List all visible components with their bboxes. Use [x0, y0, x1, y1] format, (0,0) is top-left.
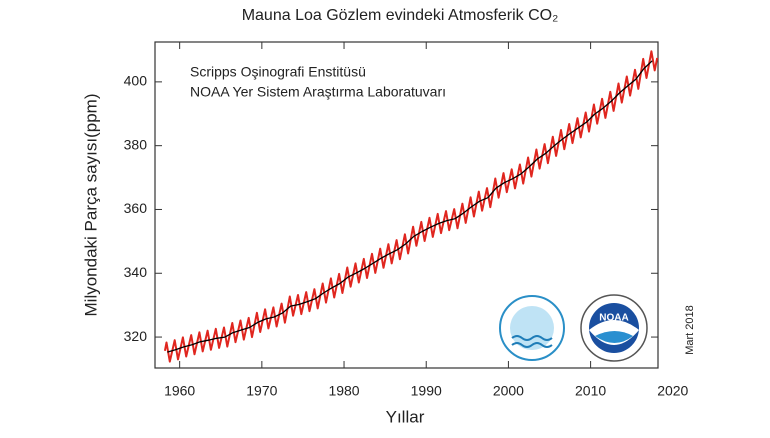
logo-scripps — [499, 295, 565, 361]
date-note: Mart 2018 — [684, 305, 696, 355]
y-tick-label: 320 — [124, 328, 148, 344]
x-tick-label: 1980 — [328, 383, 359, 399]
x-tick-label: 1970 — [246, 383, 277, 399]
y-axis-label: Milyondaki Parça sayısı(ppm) — [81, 94, 100, 317]
x-tick-label: 1990 — [411, 383, 442, 399]
x-tick-label: 2020 — [657, 383, 688, 399]
annotation: NOAA Yer Sistem Araştırma Laboratuvarı — [190, 84, 446, 100]
x-tick-label: 2000 — [493, 383, 524, 399]
x-tick-label: 2010 — [575, 383, 606, 399]
svg-text:NOAA: NOAA — [599, 313, 628, 324]
y-tick-label: 360 — [124, 200, 148, 216]
x-axis-label: Yıllar — [386, 407, 425, 426]
chart-title: Mauna Loa Gözlem evindeki Atmosferik CO₂ — [242, 7, 559, 24]
annotation: Scripps Oşinografi Enstitüsü — [190, 64, 366, 80]
y-tick-label: 340 — [124, 264, 148, 280]
plot-frame — [154, 41, 659, 369]
x-tick-label: 1960 — [164, 383, 195, 399]
logo-noaa: NOAA — [580, 294, 648, 362]
y-tick-label: 400 — [124, 73, 148, 89]
y-tick-label: 380 — [124, 136, 148, 152]
series-line — [167, 60, 653, 353]
